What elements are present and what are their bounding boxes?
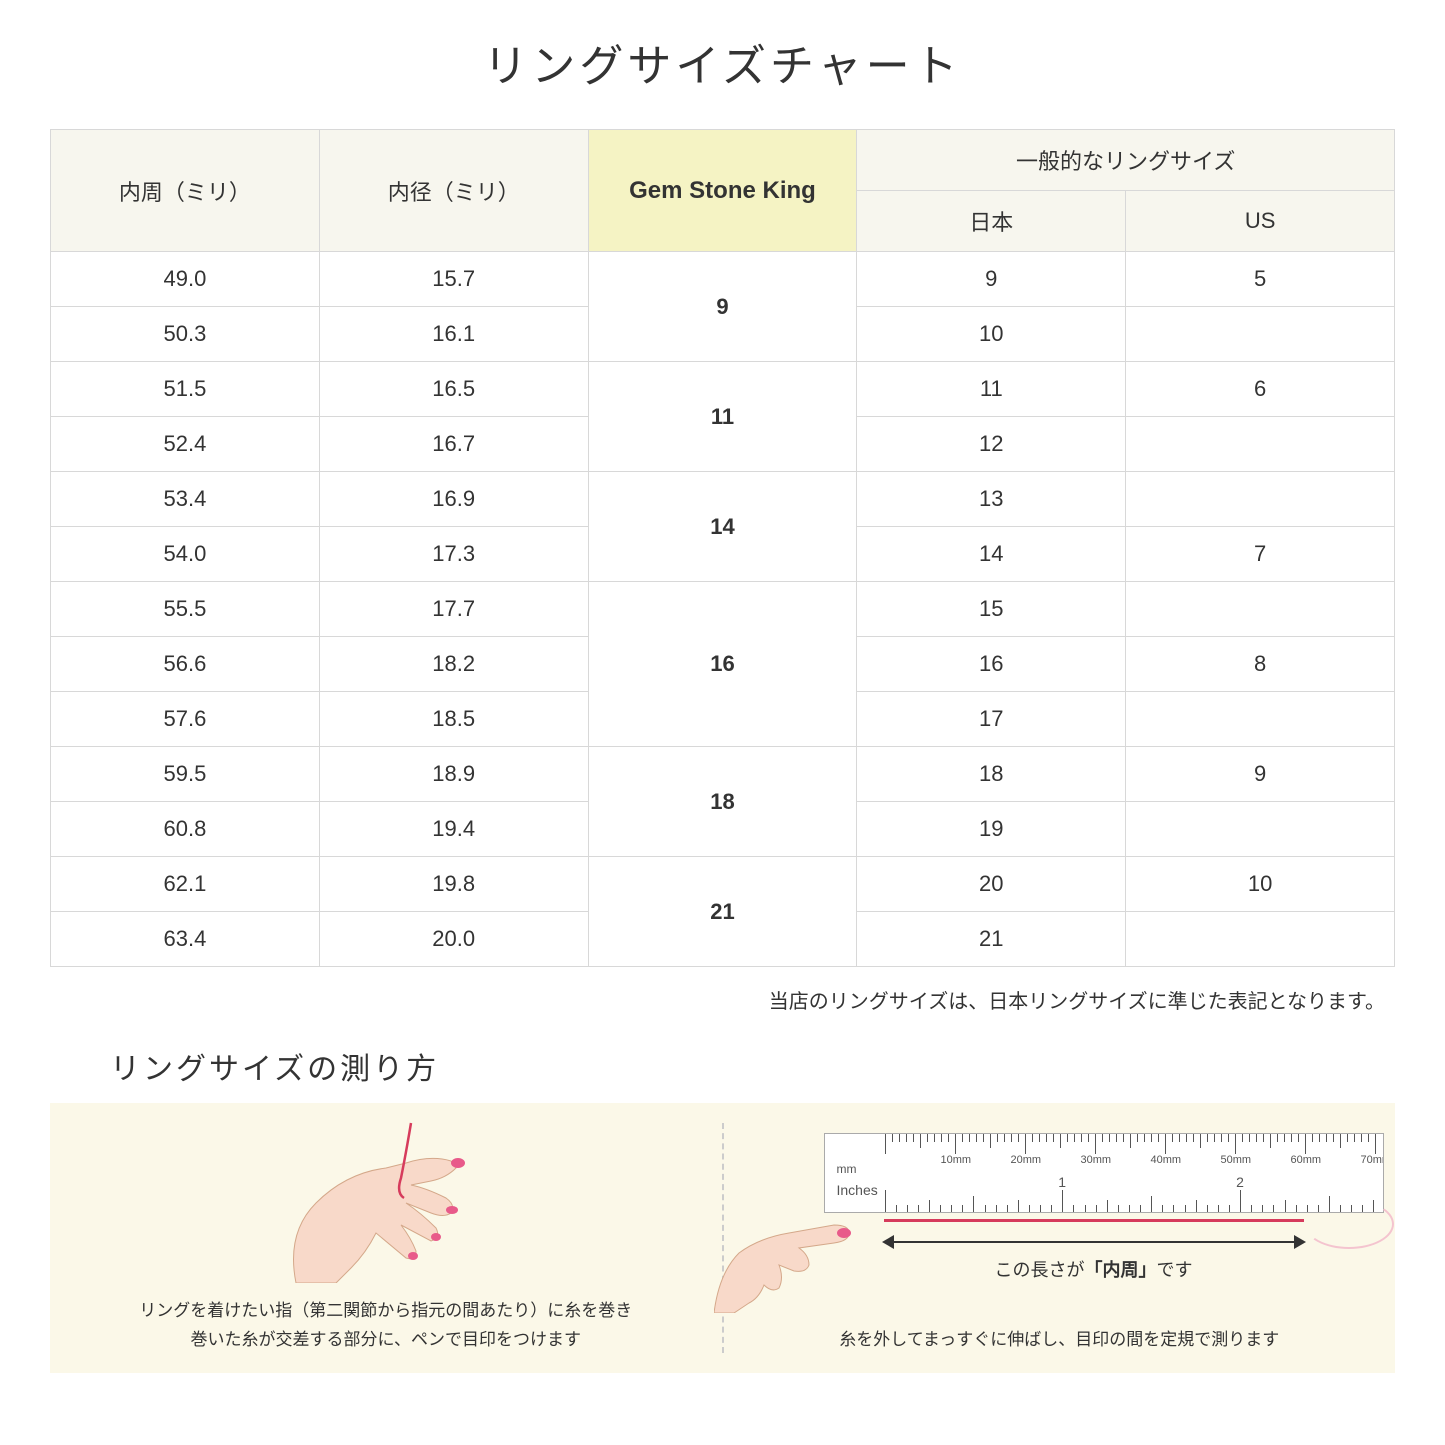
table-row: 51.516.511116: [51, 362, 1395, 417]
howto-title: リングサイズの測り方: [110, 1044, 1395, 1088]
howto-left: リングを着けたい指（第二関節から指元の間あたり）に糸を巻き 巻いた糸が交差する部…: [50, 1103, 722, 1373]
table-row: 49.015.7995: [51, 252, 1395, 307]
cell-circumference: 60.8: [51, 802, 320, 857]
cell-gsk: 21: [588, 857, 857, 967]
cell-circumference: 53.4: [51, 472, 320, 527]
cell-japan: 16: [857, 637, 1126, 692]
cell-gsk: 14: [588, 472, 857, 582]
cell-circumference: 56.6: [51, 637, 320, 692]
cell-japan: 20: [857, 857, 1126, 912]
cell-japan: 18: [857, 747, 1126, 802]
th-japan: 日本: [857, 191, 1126, 252]
cell-us: [1126, 582, 1395, 637]
cell-gsk: 11: [588, 362, 857, 472]
th-gsk: Gem Stone King: [588, 130, 857, 252]
cell-diameter: 17.3: [319, 527, 588, 582]
cell-diameter: 17.7: [319, 582, 588, 637]
cell-circumference: 62.1: [51, 857, 320, 912]
table-row: 59.518.918189: [51, 747, 1395, 802]
cell-japan: 11: [857, 362, 1126, 417]
cell-diameter: 16.5: [319, 362, 588, 417]
cell-circumference: 50.3: [51, 307, 320, 362]
cell-us: [1126, 307, 1395, 362]
cell-gsk: 16: [588, 582, 857, 747]
howto-right: mm Inches 10mm20mm30mm40mm50mm60mm70mm12…: [724, 1103, 1396, 1373]
cell-circumference: 59.5: [51, 747, 320, 802]
cell-gsk: 9: [588, 252, 857, 362]
ruler-wrap: mm Inches 10mm20mm30mm40mm50mm60mm70mm12…: [824, 1133, 1384, 1282]
cell-us: [1126, 417, 1395, 472]
cell-circumference: 49.0: [51, 252, 320, 307]
howto-left-caption: リングを着けたい指（第二関節から指元の間あたり）に糸を巻き 巻いた糸が交差する部…: [50, 1297, 722, 1355]
cell-diameter: 20.0: [319, 912, 588, 967]
cell-circumference: 51.5: [51, 362, 320, 417]
cell-japan: 14: [857, 527, 1126, 582]
table-row: 53.416.91413: [51, 472, 1395, 527]
th-us: US: [1126, 191, 1395, 252]
cell-us: 8: [1126, 637, 1395, 692]
measured-thread: [884, 1219, 1304, 1222]
th-general-group: 一般的なリングサイズ: [857, 130, 1395, 191]
cell-us: [1126, 472, 1395, 527]
cell-us: 10: [1126, 857, 1395, 912]
arrow-text: この長さが「内周」です: [884, 1256, 1304, 1282]
cell-circumference: 54.0: [51, 527, 320, 582]
table-row: 62.119.8212010: [51, 857, 1395, 912]
th-diameter: 内径（ミリ）: [319, 130, 588, 252]
cell-circumference: 52.4: [51, 417, 320, 472]
cell-us: [1126, 692, 1395, 747]
cell-diameter: 16.7: [319, 417, 588, 472]
cell-circumference: 55.5: [51, 582, 320, 637]
howto-right-caption: 糸を外してまっすぐに伸ばし、目印の間を定規で測ります: [724, 1326, 1396, 1355]
cell-us: 9: [1126, 747, 1395, 802]
ruler-mm-label: mm: [837, 1162, 857, 1176]
table-note: 当店のリングサイズは、日本リングサイズに準じた表記となります。: [50, 985, 1395, 1014]
cell-us: 5: [1126, 252, 1395, 307]
cell-japan: 10: [857, 307, 1126, 362]
cell-diameter: 18.9: [319, 747, 588, 802]
ruler: mm Inches 10mm20mm30mm40mm50mm60mm70mm12: [824, 1133, 1384, 1213]
measure-arrow: [884, 1232, 1304, 1252]
cell-japan: 17: [857, 692, 1126, 747]
hand-wrap-illustration: [256, 1113, 516, 1283]
th-circumference: 内周（ミリ）: [51, 130, 320, 252]
table-row: 55.517.71615: [51, 582, 1395, 637]
cell-diameter: 19.4: [319, 802, 588, 857]
cell-us: [1126, 802, 1395, 857]
cell-diameter: 18.5: [319, 692, 588, 747]
cell-japan: 12: [857, 417, 1126, 472]
howto-panel: リングを着けたい指（第二関節から指元の間あたり）に糸を巻き 巻いた糸が交差する部…: [50, 1103, 1395, 1373]
thread-curl: [1304, 1199, 1394, 1249]
cell-us: 7: [1126, 527, 1395, 582]
cell-japan: 15: [857, 582, 1126, 637]
cell-diameter: 18.2: [319, 637, 588, 692]
cell-circumference: 63.4: [51, 912, 320, 967]
cell-us: 6: [1126, 362, 1395, 417]
cell-japan: 19: [857, 802, 1126, 857]
cell-diameter: 15.7: [319, 252, 588, 307]
cell-diameter: 19.8: [319, 857, 588, 912]
page-title: リングサイズチャート: [50, 30, 1395, 94]
cell-diameter: 16.9: [319, 472, 588, 527]
size-chart-table: 内周（ミリ） 内径（ミリ） Gem Stone King 一般的なリングサイズ …: [50, 129, 1395, 967]
hand-point-illustration: [714, 1193, 854, 1313]
cell-circumference: 57.6: [51, 692, 320, 747]
cell-japan: 21: [857, 912, 1126, 967]
cell-gsk: 18: [588, 747, 857, 857]
cell-us: [1126, 912, 1395, 967]
cell-japan: 13: [857, 472, 1126, 527]
cell-japan: 9: [857, 252, 1126, 307]
cell-diameter: 16.1: [319, 307, 588, 362]
